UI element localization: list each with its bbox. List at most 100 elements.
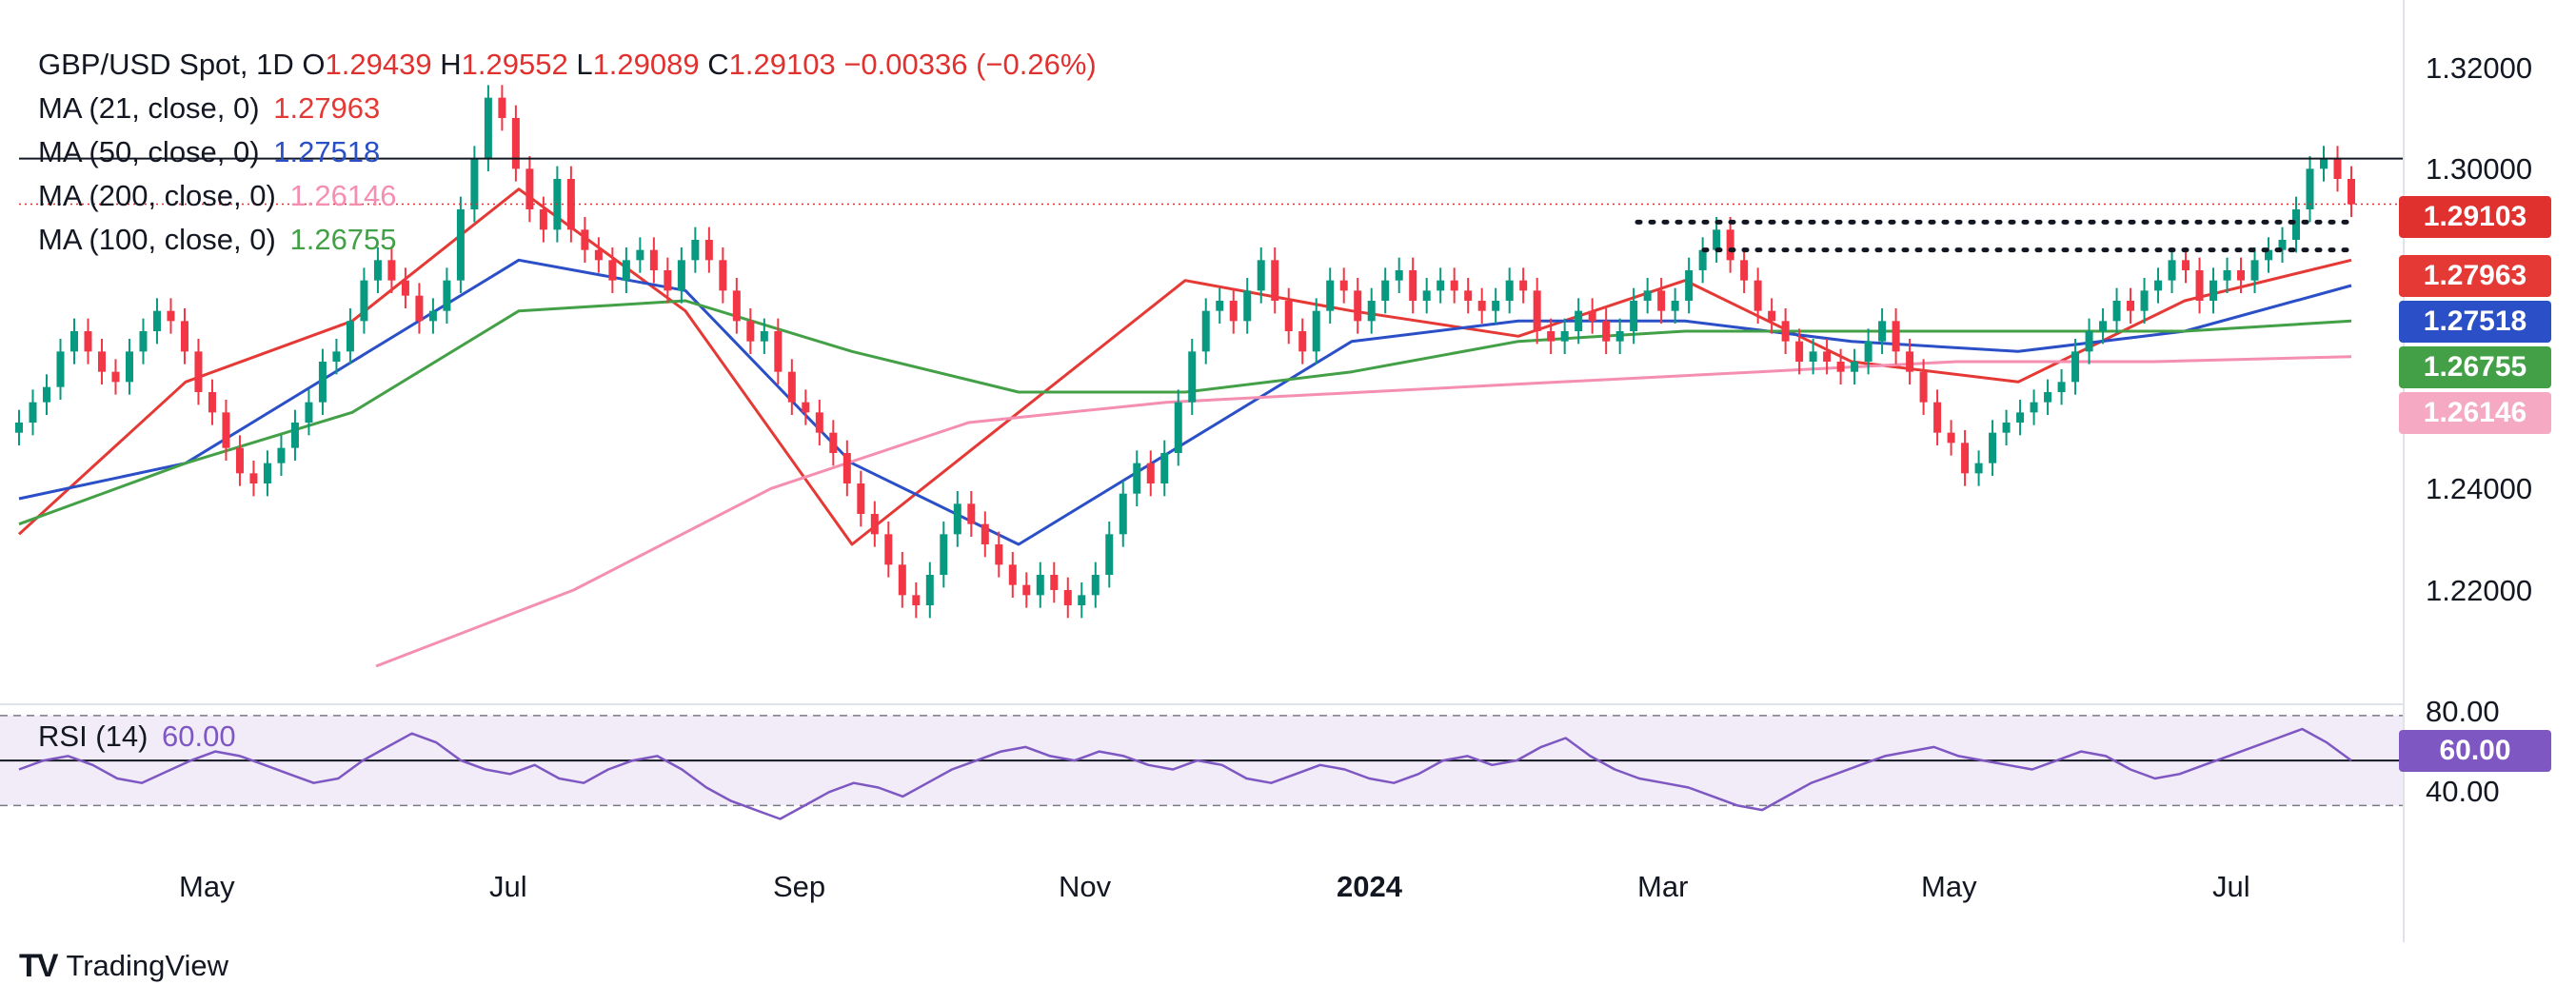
candle-up bbox=[1243, 290, 1252, 322]
candle-up bbox=[277, 447, 286, 463]
candle-down bbox=[815, 412, 823, 433]
candle-up bbox=[332, 351, 341, 362]
low-label: L bbox=[576, 48, 593, 81]
candle-down bbox=[539, 209, 547, 230]
rsi-line bbox=[18, 727, 2352, 820]
rsi-legend[interactable]: RSI (14) 60.00 bbox=[38, 719, 236, 754]
candle-up bbox=[290, 423, 299, 448]
candle-down bbox=[566, 179, 575, 230]
ma21-value: 1.27963 bbox=[273, 91, 381, 125]
tradingview-logo[interactable]: TV TradingView bbox=[19, 945, 228, 987]
candle-up bbox=[1630, 301, 1638, 331]
candle-down bbox=[1146, 463, 1155, 483]
candle-up bbox=[2209, 280, 2218, 301]
candle-up bbox=[636, 249, 644, 261]
candle-down bbox=[649, 249, 658, 270]
candle-up bbox=[484, 97, 492, 159]
candle-up bbox=[940, 534, 948, 575]
candle-up bbox=[1201, 310, 1210, 352]
candle-up bbox=[1105, 534, 1114, 575]
candle-down bbox=[2348, 179, 2355, 205]
rsi-tick-label: 80.00 bbox=[2426, 695, 2500, 728]
ma200-badge: 1.26146 bbox=[2399, 392, 2551, 434]
candle-down bbox=[511, 118, 520, 169]
candle-down bbox=[884, 534, 893, 565]
candle-down bbox=[97, 351, 106, 372]
open-label: O bbox=[302, 48, 326, 81]
ma21-legend[interactable]: MA (21, close, 0) 1.27963 bbox=[38, 91, 380, 126]
candle-down bbox=[1354, 290, 1362, 322]
ma50-legend[interactable]: MA (50, close, 0) 1.27518 bbox=[38, 135, 380, 169]
candle-up bbox=[373, 260, 382, 281]
candle-up bbox=[1560, 331, 1569, 342]
candle-up bbox=[2112, 301, 2121, 322]
candle-down bbox=[995, 544, 1003, 565]
candle-down bbox=[1339, 280, 1348, 291]
candle-up bbox=[1643, 290, 1652, 301]
candle-down bbox=[249, 473, 258, 483]
time-tick-label: Jul bbox=[489, 870, 527, 903]
candle-up bbox=[1091, 575, 1100, 596]
candle-down bbox=[1588, 310, 1596, 322]
candle-up bbox=[953, 503, 961, 535]
candle-down bbox=[2127, 301, 2135, 311]
candle-down bbox=[208, 392, 216, 413]
high-value: 1.29552 bbox=[461, 48, 568, 81]
price-tick-label: 1.24000 bbox=[2426, 472, 2533, 505]
candle-up bbox=[2278, 240, 2287, 250]
interval-label: 1D bbox=[256, 48, 294, 81]
candle-up bbox=[1505, 280, 1514, 301]
candle-up bbox=[760, 331, 768, 342]
ma100-value: 1.26755 bbox=[289, 223, 397, 256]
time-tick-label: Sep bbox=[773, 870, 826, 903]
candle-up bbox=[56, 351, 65, 387]
candle-up bbox=[1160, 453, 1169, 483]
candle-up bbox=[1575, 310, 1583, 331]
ma200-legend[interactable]: MA (200, close, 0) 1.26146 bbox=[38, 179, 397, 213]
candle-down bbox=[525, 168, 534, 209]
candle-up bbox=[360, 280, 368, 322]
candle-down bbox=[2182, 260, 2190, 270]
tradingview-logo-text: TradingView bbox=[66, 949, 229, 982]
candle-up bbox=[1216, 301, 1224, 311]
high-label: H bbox=[440, 48, 462, 81]
candle-down bbox=[802, 402, 810, 413]
candle-down bbox=[1919, 371, 1928, 403]
candle-down bbox=[1284, 301, 1293, 331]
candle-down bbox=[1519, 280, 1528, 291]
candle-up bbox=[1119, 493, 1127, 535]
candle-up bbox=[125, 351, 133, 383]
candle-down bbox=[1602, 321, 1611, 342]
candle-down bbox=[857, 483, 865, 514]
candle-down bbox=[664, 270, 672, 291]
candle-up bbox=[69, 331, 78, 352]
candle-up bbox=[1312, 310, 1320, 352]
candle-up bbox=[1188, 351, 1197, 403]
candle-down bbox=[1533, 290, 1541, 331]
close-price-badge: 1.29103 bbox=[2399, 196, 2551, 238]
candle-up bbox=[346, 321, 354, 352]
candle-up bbox=[1036, 575, 1044, 596]
candle-up bbox=[1698, 249, 1707, 270]
close-value: 1.29103 bbox=[728, 48, 836, 81]
candle-up bbox=[456, 209, 465, 281]
candle-up bbox=[1437, 280, 1445, 291]
candle-up bbox=[691, 240, 700, 261]
ma50-badge: 1.27518 bbox=[2399, 301, 2551, 343]
candle-up bbox=[2320, 158, 2328, 169]
candle-up bbox=[2292, 209, 2301, 240]
candle-up bbox=[1381, 280, 1390, 301]
ma50-value: 1.27518 bbox=[273, 135, 381, 168]
candle-down bbox=[1754, 280, 1762, 311]
candle-up bbox=[1422, 290, 1431, 301]
time-tick-label: May bbox=[179, 870, 235, 903]
candle-up bbox=[622, 260, 630, 281]
candle-down bbox=[594, 249, 603, 261]
candle-down bbox=[608, 260, 617, 281]
ma100-legend[interactable]: MA (100, close, 0) 1.26755 bbox=[38, 223, 397, 257]
candle-down bbox=[1726, 229, 1734, 261]
candle-down bbox=[1050, 575, 1059, 590]
ma50-line bbox=[18, 258, 2352, 546]
candle-down bbox=[1961, 443, 1970, 474]
